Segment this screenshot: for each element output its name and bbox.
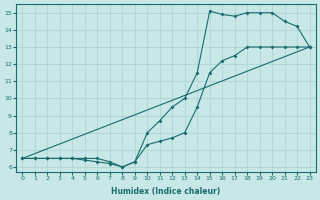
X-axis label: Humidex (Indice chaleur): Humidex (Indice chaleur)	[111, 187, 221, 196]
